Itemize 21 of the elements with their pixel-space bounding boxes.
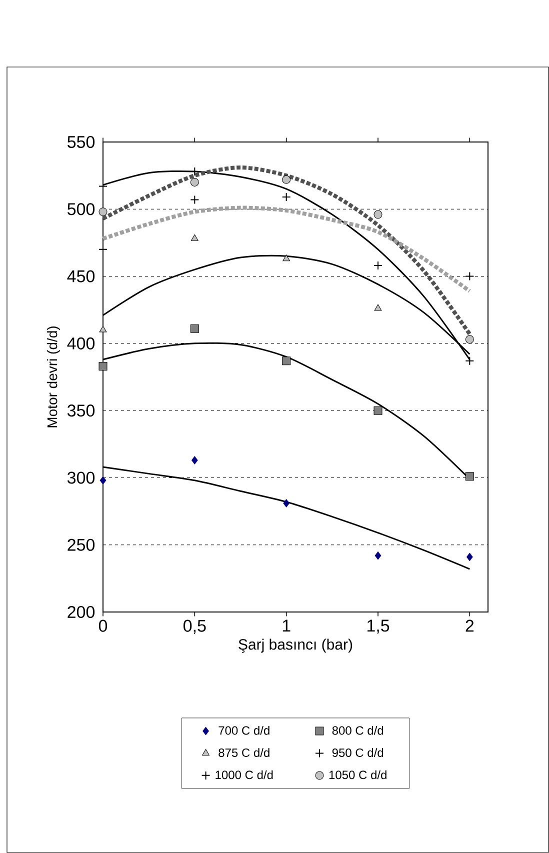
legend-label: 1050 C d/d	[329, 770, 386, 780]
y-tick-label: 250	[68, 538, 95, 551]
legend-label: 950 C d/d	[332, 748, 384, 757]
y-tick-label: 350	[67, 404, 95, 417]
legend-label: 1000 C d/d	[216, 770, 273, 780]
y-tick-label: 550	[68, 136, 95, 148]
y-tick-label: 450	[67, 270, 95, 282]
x-tick-label: 0,5	[184, 620, 206, 634]
x-axis-title: Şarj basıncı (bar)	[238, 638, 352, 653]
legend-label: 800 C d/d	[332, 726, 384, 735]
x-tick-label: 2	[466, 620, 474, 632]
y-tick-label: 400	[67, 337, 95, 350]
x-tick-label: 0	[98, 620, 108, 632]
x-tick-label: 1	[282, 620, 290, 632]
x-tick-label: 1,5	[367, 620, 390, 634]
y-tick-label: 200	[68, 606, 95, 618]
y-axis-title: Motor devri (d/d)	[46, 326, 60, 428]
legend-label: 700 C d/d	[218, 726, 270, 735]
y-tick-label: 300	[67, 472, 95, 484]
legend-label: 875 C d/d	[218, 748, 270, 757]
y-tick-label: 500	[68, 203, 95, 216]
